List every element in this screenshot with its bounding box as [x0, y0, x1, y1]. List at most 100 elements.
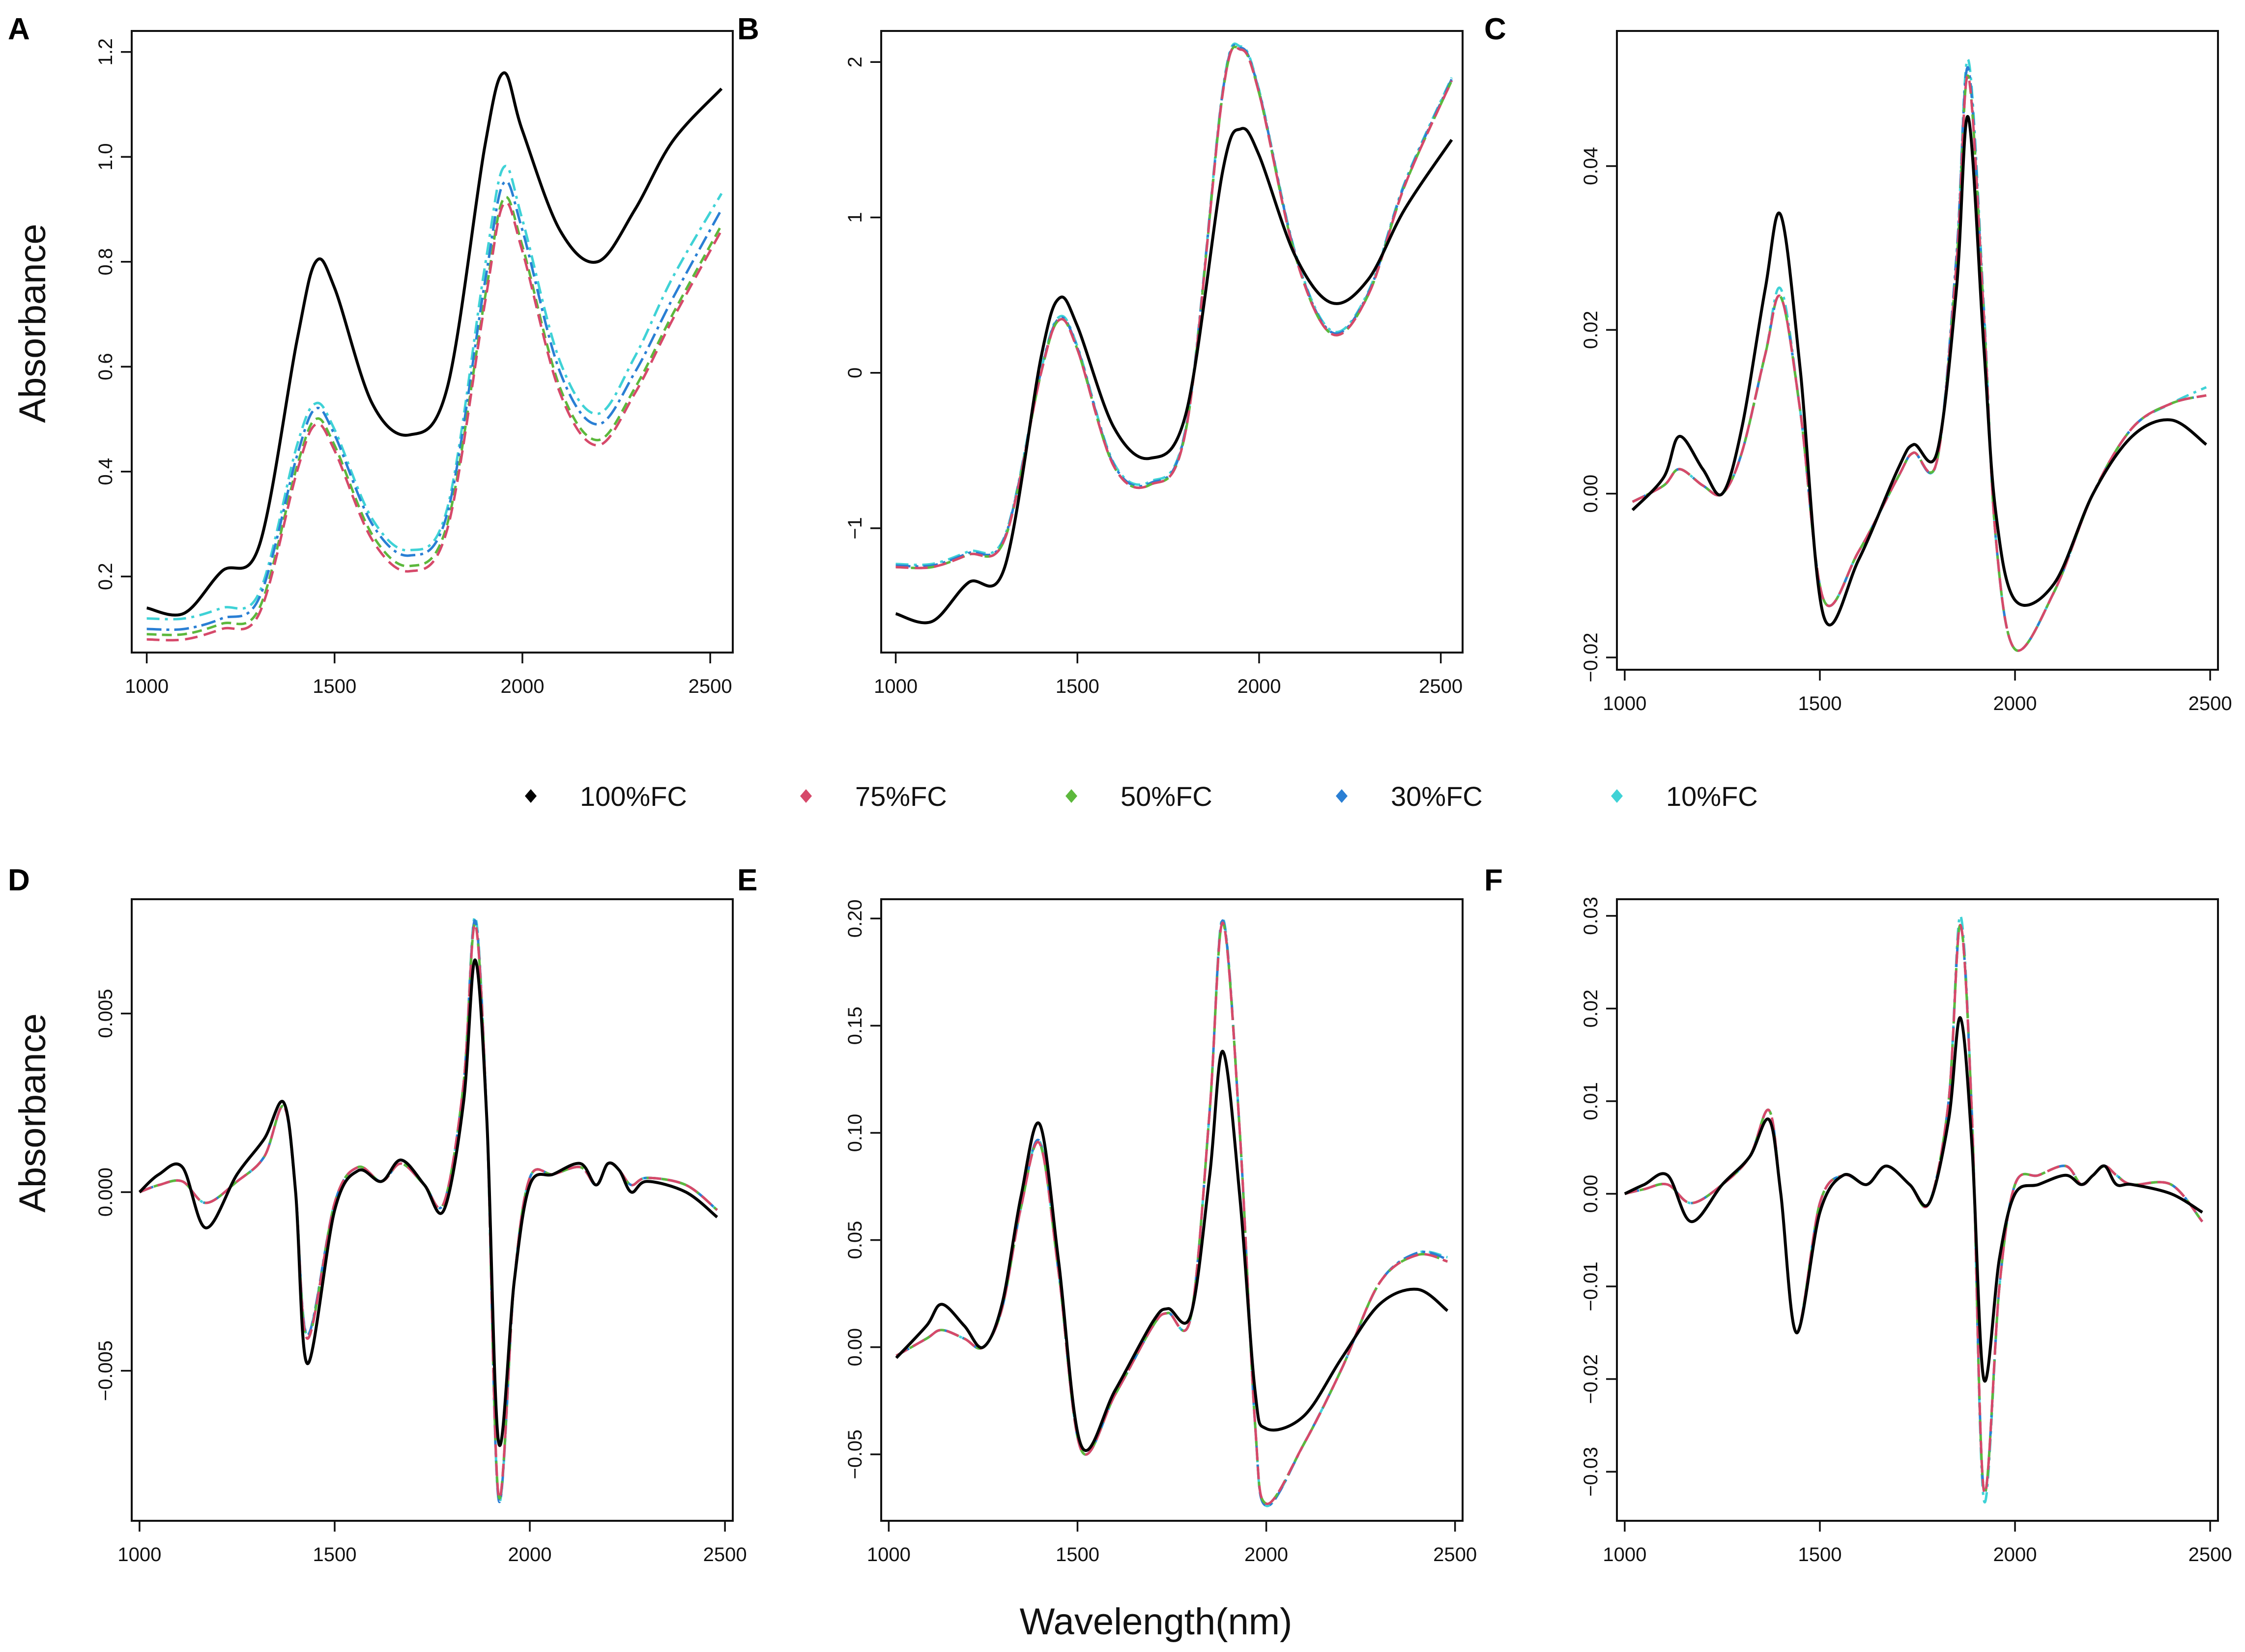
y-tick-label-d: −0.005 — [95, 1340, 116, 1401]
x-tick-label-b: 2000 — [1237, 676, 1281, 697]
x-tick-label-e: 2000 — [1244, 1544, 1288, 1566]
legend-marker — [1336, 789, 1348, 803]
y-tick-label-e: 0.00 — [844, 1328, 866, 1367]
legend-label: 100%FC — [580, 781, 687, 812]
series-line-b-10pctfc — [895, 42, 1453, 567]
plot-frame-f — [1616, 898, 2219, 1522]
series-line-c-75pctfc — [1632, 74, 2207, 652]
legend-label: 75%FC — [855, 781, 947, 812]
panel-a: A 1000 1500 2000 2500 0.2 0.4 0.6 0.8 1.0 1.2 — [8, 12, 734, 697]
y-tick-label-c: −0.02 — [1580, 632, 1602, 682]
y-tick-label-e: −0.05 — [844, 1429, 866, 1479]
x-tick-label-c: 1000 — [1603, 693, 1646, 714]
series-line-a-50pctfc — [146, 196, 723, 636]
series-line-d-10pctfc — [139, 915, 718, 1503]
series-line-e-30pctfc — [895, 919, 1448, 1508]
panel-label-a: A — [8, 12, 30, 46]
legend-item: 100%FC — [525, 781, 687, 812]
y-tick-label-f: −0.03 — [1580, 1447, 1602, 1496]
panel-b: B 1000 1500 2000 2500 −1 0 1 2 — [737, 12, 1464, 697]
legend-marker — [1611, 789, 1623, 803]
legend-item: 50%FC — [1065, 781, 1212, 812]
y-tick-label-a: 0.6 — [95, 353, 116, 380]
x-tick-label-e: 1500 — [1056, 1544, 1099, 1566]
series-line-f-75pctfc — [1624, 924, 2204, 1494]
plot-frame-e — [880, 898, 1464, 1522]
y-tick-label-f: 0.00 — [1580, 1175, 1602, 1213]
series-line-e-10pctfc — [895, 917, 1448, 1508]
series-line-d-100pctfc — [138, 958, 719, 1447]
series-line-a-10pctfc — [146, 165, 723, 621]
panel-c: C 1000 1500 2000 2500 −0.02 0.00 0.02 0.04 — [1484, 12, 2232, 714]
y-tick-label-f: 0.02 — [1580, 990, 1602, 1028]
legend-label: 10%FC — [1666, 781, 1758, 812]
y-tick-label-d: 0.000 — [95, 1168, 116, 1217]
series-line-a-75pctfc — [146, 201, 723, 642]
legend-marker — [525, 789, 537, 803]
y-tick-label-b: 0 — [844, 368, 866, 378]
y-tick-label-b: −1 — [844, 517, 866, 540]
series-line-f-30pctfc — [1624, 924, 2204, 1494]
x-tick-label-a: 2000 — [500, 676, 544, 697]
series-line-d-75pctfc — [139, 923, 718, 1500]
y-tick-label-c: 0.04 — [1580, 147, 1602, 185]
y-tick-label-a: 1.2 — [95, 38, 116, 66]
y-tick-label-e: 0.10 — [844, 1114, 866, 1152]
series-line-c-100pctfc — [1631, 115, 2208, 627]
panel-label-d: D — [8, 863, 30, 897]
x-tick-label-b: 1000 — [874, 676, 918, 697]
y-tick-label-c: 0.02 — [1580, 311, 1602, 349]
x-tick-label-d: 2000 — [508, 1544, 552, 1566]
series-line-b-100pctfc — [895, 127, 1453, 625]
y-tick-label-a: 0.4 — [95, 458, 116, 485]
series-line-d-30pctfc — [139, 919, 718, 1503]
x-tick-label-f: 1500 — [1798, 1544, 1842, 1566]
series-line-b-75pctfc — [895, 45, 1453, 570]
x-tick-label-d: 1000 — [117, 1544, 161, 1566]
x-tick-label-d: 1500 — [313, 1544, 356, 1566]
series-line-a-30pctfc — [146, 180, 723, 631]
series-line-e-100pctfc — [895, 1050, 1449, 1452]
plot-frame-a — [131, 30, 734, 654]
series-line-f-10pctfc — [1624, 914, 2204, 1504]
panel-label-c: C — [1484, 12, 1506, 46]
x-tick-label-a: 1500 — [313, 676, 356, 697]
legend-marker — [800, 789, 812, 803]
y-tick-label-e: 0.20 — [844, 899, 866, 938]
y-tick-label-a: 1.0 — [95, 143, 116, 171]
x-tick-label-b: 2500 — [1419, 676, 1463, 697]
legend: 100%FC 75%FC 50%FC 30%FC 10%FC — [525, 781, 1758, 812]
series-line-f-100pctfc — [1624, 1016, 2203, 1383]
series-line-b-50pctfc — [895, 45, 1453, 570]
x-tick-label-c: 1500 — [1798, 693, 1842, 714]
legend-marker — [1065, 789, 1077, 803]
legend-label: 50%FC — [1121, 781, 1212, 812]
y-tick-label-a: 0.2 — [95, 563, 116, 590]
series-line-d-50pctfc — [139, 923, 718, 1500]
y-tick-label-b: 1 — [844, 212, 866, 223]
legend-label: 30%FC — [1391, 781, 1483, 812]
series-line-c-10pctfc — [1632, 58, 2207, 652]
y-tick-label-e: 0.05 — [844, 1221, 866, 1259]
series-line-a-100pctfc — [146, 71, 723, 617]
x-tick-label-a: 2500 — [689, 676, 732, 697]
legend-item: 75%FC — [800, 781, 947, 812]
series-line-e-50pctfc — [895, 921, 1448, 1505]
x-tick-label-e: 1000 — [867, 1544, 911, 1566]
plot-frame-d — [131, 898, 734, 1522]
series-line-c-50pctfc — [1632, 74, 2207, 652]
y-tick-label-f: −0.01 — [1580, 1261, 1602, 1311]
plot-frame-b — [880, 30, 1464, 654]
x-tick-label-e: 2500 — [1433, 1544, 1477, 1566]
legend-item: 30%FC — [1336, 781, 1483, 812]
y-axis-title-top: Absorbance — [12, 224, 54, 423]
plot-frame-c — [1616, 30, 2219, 671]
x-tick-label-f: 2500 — [2188, 1544, 2232, 1566]
legend-item: 10%FC — [1611, 781, 1758, 812]
x-tick-label-f: 2000 — [1993, 1544, 2037, 1566]
series-line-c-30pctfc — [1632, 66, 2207, 652]
series-line-f-50pctfc — [1624, 924, 2204, 1494]
y-tick-label-f: 0.01 — [1580, 1082, 1602, 1120]
y-tick-label-b: 2 — [844, 57, 866, 67]
